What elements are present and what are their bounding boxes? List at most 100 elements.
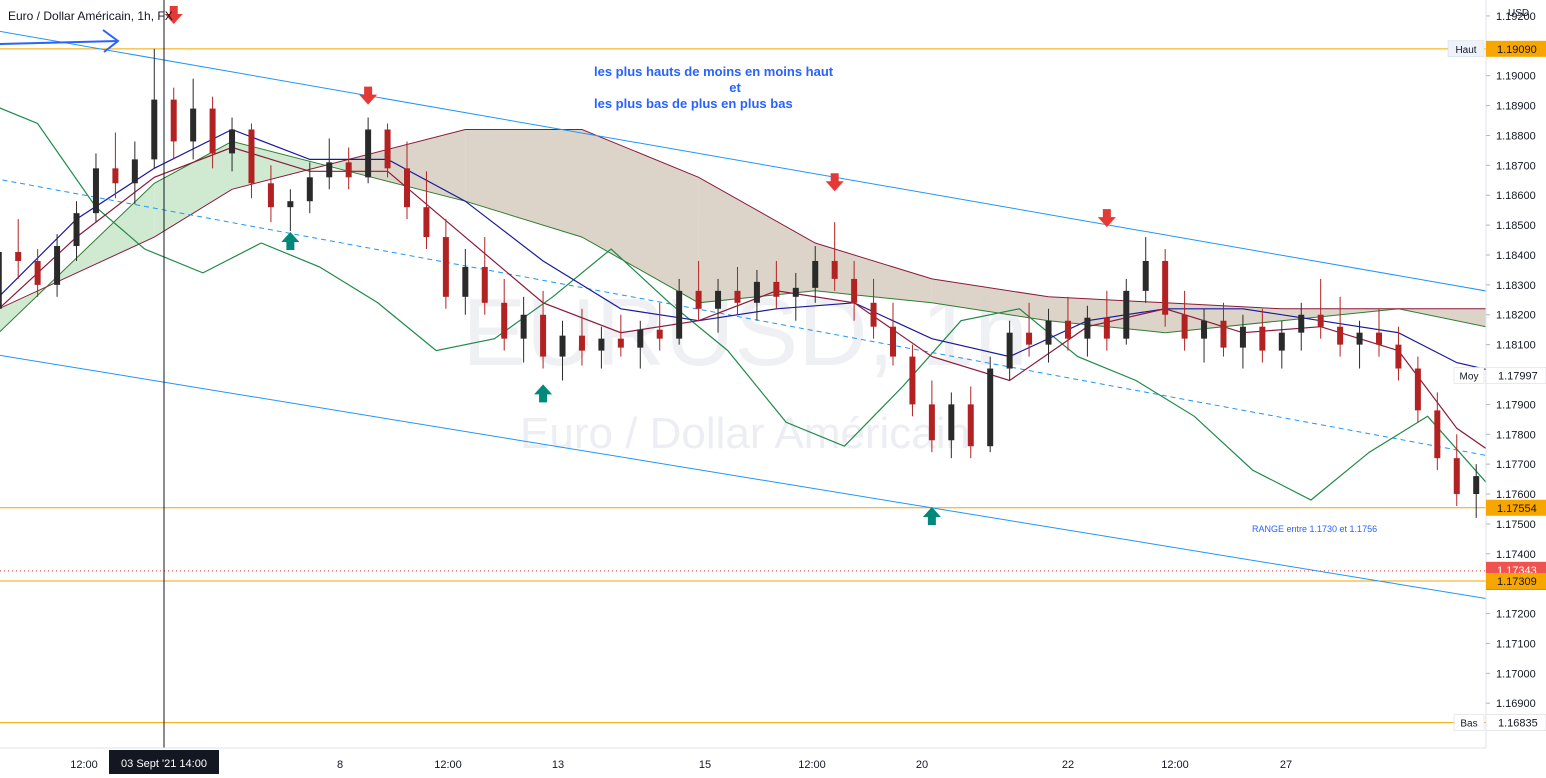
candle [656,302,663,351]
candle-body [131,159,138,184]
price-tick-label: 1.17100 [1496,638,1536,650]
candle [287,189,294,232]
channel-upper [0,30,1486,292]
candle-body [773,281,780,297]
candle [598,326,605,369]
candle-body [462,266,469,297]
candle [92,153,99,223]
candle [1181,290,1188,351]
down-arrow-icon [359,86,378,105]
candle [695,260,702,321]
kijun-line [0,128,1486,370]
time-tick-label: 12:00 [70,759,98,771]
price-tick-label: 1.18900 [1496,101,1536,113]
channel-lines [0,30,1486,600]
price-tick-label: 1.19200 [1496,11,1536,23]
candle [481,237,488,315]
candle [1453,434,1460,506]
candle-body [1278,332,1285,351]
price-info-name-box [1453,714,1485,731]
price-tick-label: 1.16900 [1496,698,1536,710]
candle-body [442,237,449,297]
price-info-value: 1.17997 [1498,370,1538,382]
candle [462,249,469,315]
candle-body [753,281,760,303]
price-tick-label: 1.17900 [1496,399,1536,411]
candle-body [1181,314,1188,339]
candle-body [326,162,333,178]
candle [540,290,547,369]
time-tick-label: 15 [699,759,711,771]
candle [715,278,722,333]
candle-body [851,278,858,303]
candle [1317,278,1324,339]
candle-body [1142,260,1149,291]
level-price-value: 1.19090 [1497,44,1537,56]
candle [54,234,61,297]
channel-lower [0,354,1486,600]
candle-body [617,338,624,348]
candle [73,201,80,261]
candle [1473,464,1480,518]
time-highlight-labels: 03 Sept '21 14:0028 Sept '21 17:00 [109,750,219,774]
price-tick-label: 1.18200 [1496,310,1536,322]
candle-body [559,335,566,357]
candle-body [734,290,741,303]
price-tick-label: 1.18500 [1496,220,1536,232]
time-highlight-text: 03 Sept '21 14:00 [121,758,207,770]
price-info-label: 1.17997 Moy [1453,367,1546,384]
candle [851,260,858,321]
candle [987,356,994,453]
time-axis[interactable]: 12:00 8 12:00 13 15 12:00 20 22 12:00 27 [70,759,1292,771]
candle [209,96,216,169]
candle [1259,308,1266,363]
candle [170,87,177,160]
kumo-segment [815,243,932,303]
kumo-segment [1398,308,1486,327]
candle-body [1298,314,1305,333]
candle [1045,308,1052,363]
candle-body [1026,332,1033,345]
candle-body [229,129,236,154]
range-label: RANGE entre 1.1730 et 1.1756 [1252,524,1377,534]
symbol-title[interactable]: Euro / Dollar Américain, 1h, FX [8,9,173,23]
up-arrow-icon [281,232,300,251]
headline-line-2: et [729,80,741,95]
candle-body [870,302,877,327]
candle [559,320,566,381]
price-tick-label: 1.17200 [1496,609,1536,621]
candle-body [112,168,119,184]
candle-body [1239,326,1246,348]
candle [1239,314,1246,369]
candle [151,48,158,169]
kumo-segment [582,129,699,303]
price-tick-label: 1.18700 [1496,160,1536,172]
candle-body [151,99,158,160]
candle-body [987,368,994,447]
headline-line-1: les plus hauts de moins en moins haut [594,64,834,79]
candle [1220,302,1227,357]
candle-body [637,329,644,348]
candle [734,266,741,315]
price-tick-label: 1.17800 [1496,429,1536,441]
time-tick-label: 13 [552,759,564,771]
level-price-box [1486,40,1546,57]
candle [1201,308,1208,363]
candle [1142,237,1149,303]
candle-body [404,168,410,208]
candle-body [1356,332,1363,345]
candle [423,171,430,250]
time-highlight-box [109,750,219,774]
candle [1123,278,1130,345]
price-info-box [1485,367,1546,384]
candle [190,78,197,160]
price-tick-label: 1.17500 [1496,519,1536,531]
price-labels: 1.19090Haut1.175541.1734317:151.173091.1… [1447,40,1546,731]
price-tick-label: 1.17600 [1496,489,1536,501]
candle [676,278,683,345]
kumo-segment [698,177,816,303]
price-tick-label: 1.18800 [1496,130,1536,142]
candle-body [812,260,819,288]
